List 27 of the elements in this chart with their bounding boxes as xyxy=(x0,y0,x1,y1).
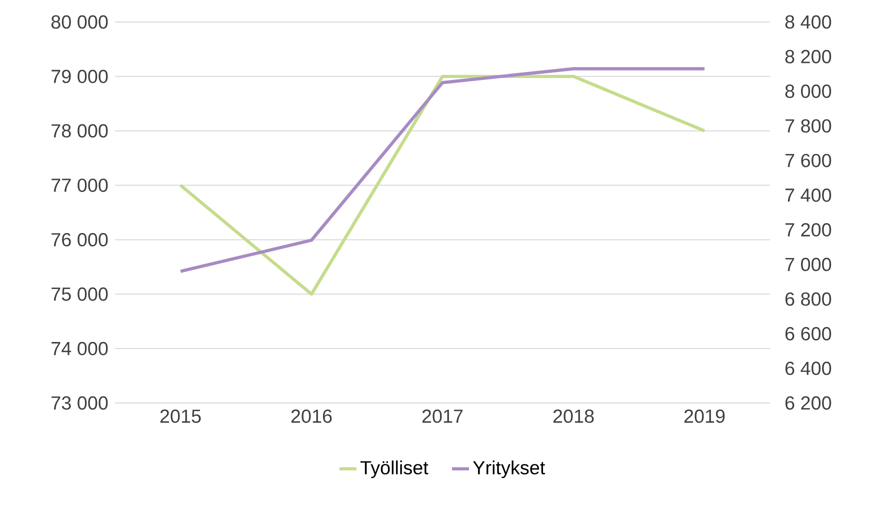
y2-tick-label: 6 800 xyxy=(785,292,832,306)
x-tick-label: 2015 xyxy=(160,409,201,423)
y2-tick-label: 6 600 xyxy=(785,327,832,340)
y2-tick-label: 7 800 xyxy=(785,119,832,133)
y-tick-label: 75 000 xyxy=(52,287,108,301)
y-tick-label: 76 000 xyxy=(52,233,108,246)
y2-tick-label: 8 400 xyxy=(785,15,832,29)
y2-tick-label: 7 000 xyxy=(785,258,832,272)
y-tick-label: 77 000 xyxy=(52,178,108,192)
x-tick-label: 2019 xyxy=(684,409,725,423)
y2-tick-label: 7 600 xyxy=(785,154,832,168)
x-tick-label: 2016 xyxy=(291,409,332,423)
y2-tick-label: 6 200 xyxy=(785,396,832,410)
y-tick-label: 80 000 xyxy=(51,15,108,29)
x-tick-label: 2018 xyxy=(553,409,594,423)
y2-tick-label: 8 000 xyxy=(785,84,832,98)
y2-tick-label: 8 200 xyxy=(785,50,832,64)
legend-label: Työlliset xyxy=(360,460,428,478)
y-tick-label: 74 000 xyxy=(52,342,108,356)
y-tick-label: 73 000 xyxy=(52,396,108,410)
x-tick-label: 2017 xyxy=(422,409,463,423)
y-tick-label: 79 000 xyxy=(52,70,108,84)
y2-tick-label: 7 400 xyxy=(785,188,832,202)
y2-tick-label: 7 200 xyxy=(785,223,832,237)
y2-tick-label: 6 400 xyxy=(785,362,832,376)
y-tick-label: 78 000 xyxy=(52,124,108,138)
legend-label: Yritykset xyxy=(473,460,546,478)
